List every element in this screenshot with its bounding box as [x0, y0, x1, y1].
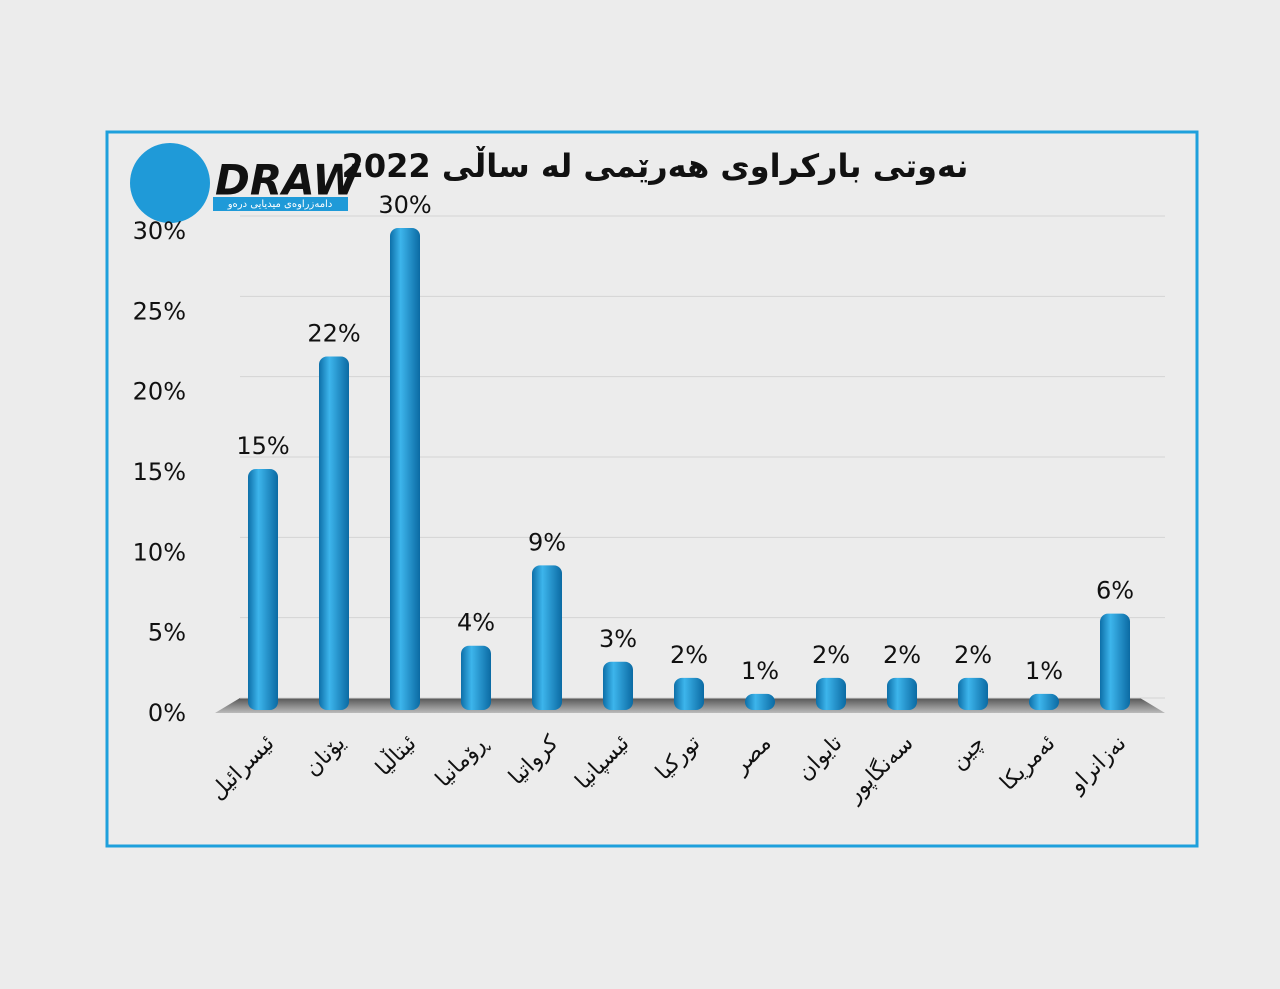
bar [958, 677, 988, 710]
logo: DRAW دامەزراوەی میدیایی درەو [130, 143, 361, 223]
value-label: 9% [528, 528, 566, 556]
bar [319, 356, 349, 710]
logo-circle [130, 143, 210, 223]
value-label: 22% [307, 320, 360, 348]
bar [461, 645, 491, 710]
value-label: 2% [883, 641, 921, 669]
value-label: 6% [1096, 577, 1134, 605]
bar [1100, 613, 1130, 710]
value-label: 1% [1025, 657, 1063, 685]
bar [887, 677, 917, 710]
value-label: 4% [457, 609, 495, 637]
bar [1029, 693, 1059, 710]
y-tick-label: 30% [133, 217, 186, 245]
bar [603, 661, 633, 710]
logo-band [213, 197, 348, 211]
value-label: 2% [670, 641, 708, 669]
bar [816, 677, 846, 710]
chart-title: نەوتی بارکراوی هەرێمی لە ساڵی 2022 [342, 146, 969, 185]
bar [674, 677, 704, 710]
y-tick-label: 10% [133, 538, 186, 566]
y-tick-label: 20% [133, 378, 186, 406]
value-label: 2% [954, 641, 992, 669]
frame [105, 130, 1199, 848]
y-tick-label: 0% [148, 699, 186, 727]
y-tick-label: 5% [148, 619, 186, 647]
value-label: 2% [812, 641, 850, 669]
value-label: 3% [599, 625, 637, 653]
y-tick-label: 15% [133, 458, 186, 486]
value-label: 15% [236, 432, 289, 460]
bar [248, 469, 278, 710]
bar [532, 565, 562, 710]
value-label: 1% [741, 657, 779, 685]
logo-text: DRAW [215, 156, 361, 205]
logo-subtitle: دامەزراوەی میدیایی درەو [227, 199, 333, 210]
y-tick-label: 25% [133, 297, 186, 325]
bar [390, 228, 420, 710]
bar [745, 693, 775, 710]
value-label: 30% [378, 191, 431, 219]
